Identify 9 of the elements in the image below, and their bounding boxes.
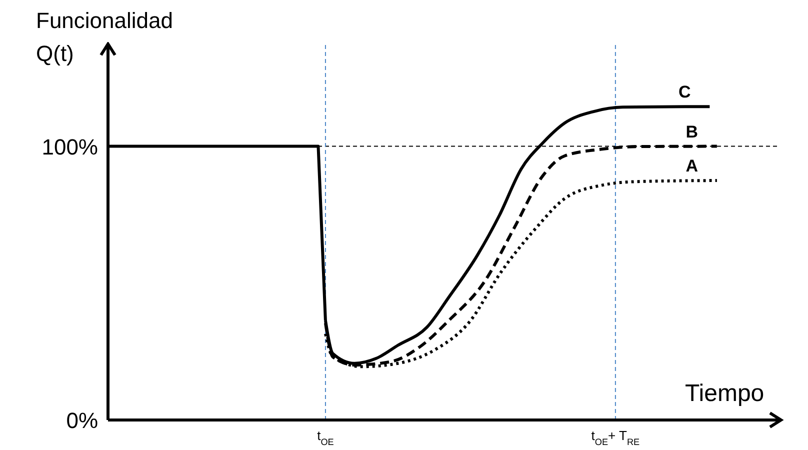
series-label: C: [678, 82, 691, 102]
series-label: B: [686, 122, 698, 142]
y-tick-label: 100%: [42, 134, 98, 160]
x-tick-label: t$_{OE}$+ T$_{RE}$: [591, 428, 640, 447]
y-tick-label: 0%: [66, 408, 98, 433]
x-axis-title: Tiempo: [685, 380, 764, 408]
series-label: A: [686, 156, 698, 176]
y-axis-title: Funcionalidad Q(t): [36, 7, 173, 68]
x-tick-label: t$_{OE}$: [317, 428, 334, 447]
